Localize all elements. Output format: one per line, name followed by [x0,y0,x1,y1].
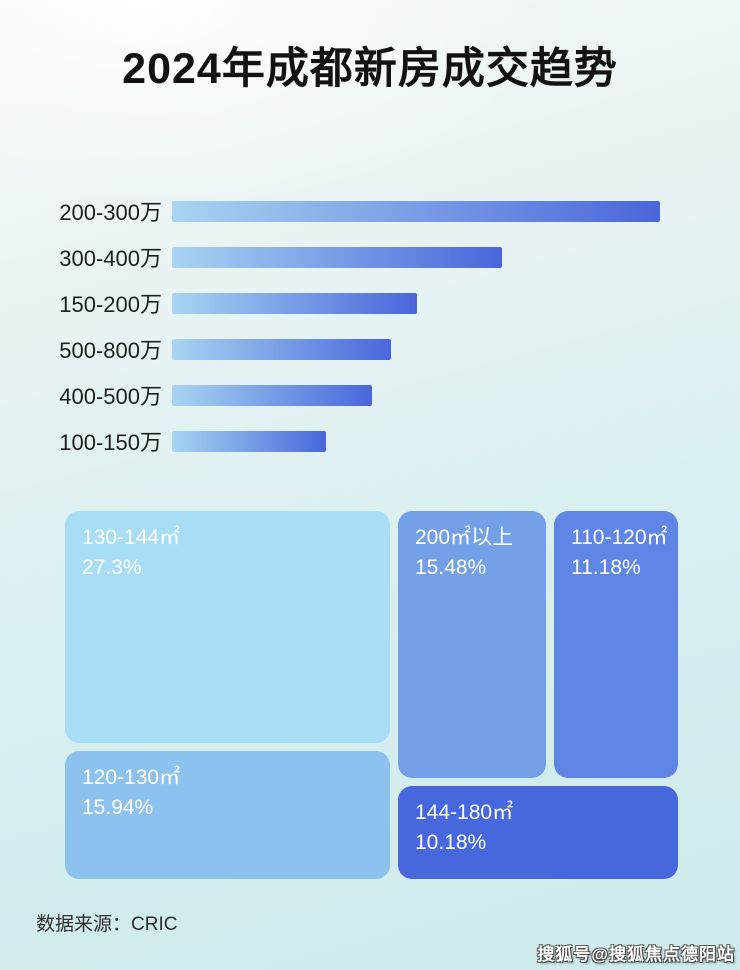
tile-percent-label: 15.94% [82,796,154,820]
treemap-tile-200-plus: 200㎡以上 15.48% [398,511,546,778]
bar-track [172,384,660,406]
tile-area-label: 144-180㎡ [415,801,514,824]
treemap-tile-120-130: 120-130㎡ 15.94% [65,751,390,879]
bar-row: 150-200万 [30,280,660,326]
bar [172,292,418,314]
bar-category-label: 400-500万 [59,384,162,409]
tile-percent-label: 15.48% [415,556,487,580]
tile-area-label: 110-120㎡ [571,526,668,549]
bar-row: 100-150万 [30,418,660,464]
bar-track [172,292,660,314]
treemap-tile-130-144: 130-144㎡ 27.3% [65,511,390,743]
tile-percent-label: 11.18% [571,556,641,580]
bar [172,338,392,360]
watermark: 搜狐号@搜狐焦点德阳站 [537,945,735,964]
area-size-treemap: 130-144㎡ 27.3% 200㎡以上 15.48% 110-120㎡ 11… [65,511,678,879]
bar [172,200,660,222]
bar-track [172,200,660,222]
page-title: 2024年成都新房成交趋势 [122,45,618,93]
tile-area-label: 130-144㎡ [82,526,181,549]
data-source-note: 数据来源：CRIC [36,914,178,935]
tile-percent-label: 10.18% [415,831,487,855]
bar-row: 500-800万 [30,326,660,372]
bar-category-label: 100-150万 [59,430,162,455]
bar [172,246,502,268]
bar-category-label: 150-200万 [59,292,162,317]
bar-row: 300-400万 [30,234,660,280]
bar-category-label: 200-300万 [59,200,162,225]
tile-percent-label: 27.3% [82,556,142,580]
treemap-tile-110-120: 110-120㎡ 11.18% [554,511,678,778]
bar-category-label: 500-800万 [59,338,162,363]
tile-area-label: 120-130㎡ [82,766,181,789]
bar-track [172,246,660,268]
tile-area-label: 200㎡以上 [415,526,514,549]
bar-track [172,430,660,452]
bar-track [172,338,660,360]
treemap-tile-144-180: 144-180㎡ 10.18% [398,786,678,879]
bar [172,384,373,406]
bar-row: 400-500万 [30,372,660,418]
bar [172,430,326,452]
bar-category-label: 300-400万 [59,246,162,271]
bar-row: 200-300万 [30,188,660,234]
price-range-bar-chart: 200-300万 300-400万 150-200万 500-800万 400-… [0,188,740,464]
